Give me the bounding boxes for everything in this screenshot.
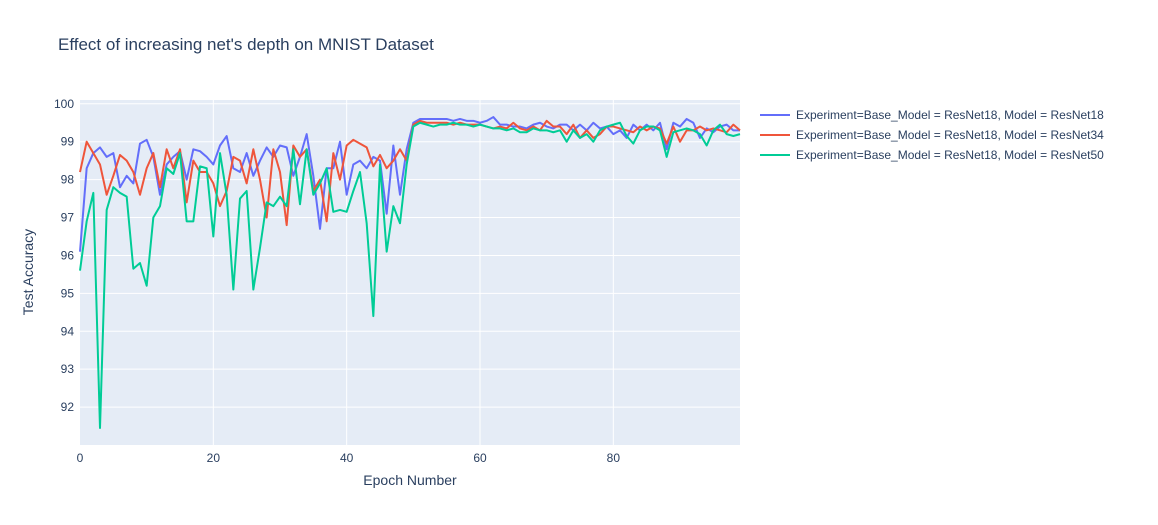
plot-area [80,100,740,445]
y-tick-label: 94 [61,324,75,338]
x-tick-label: 60 [473,451,487,465]
y-tick-label: 100 [54,97,74,111]
legend-entry: Experiment=Base_Model = ResNet18, Model … [796,148,1104,162]
x-axis-label: Epoch Number [363,472,457,488]
legend-entry: Experiment=Base_Model = ResNet18, Model … [796,108,1104,122]
series-lines [79,116,741,429]
legend: Experiment=Base_Model = ResNet18, Model … [760,108,1104,162]
y-tick-label: 99 [61,135,75,149]
x-tick-label: 20 [207,451,221,465]
y-tick-label: 93 [61,362,75,376]
y-tick-label: 96 [61,248,75,262]
y-tick-label: 95 [61,286,75,300]
y-tick-label: 97 [61,211,75,225]
x-tick-label: 0 [77,451,84,465]
y-axis-ticks: 92 93 94 95 96 97 98 99 100 [54,97,74,414]
legend-entry: Experiment=Base_Model = ResNet18, Model … [796,128,1104,142]
chart-title: Effect of increasing net's depth on MNIS… [58,35,434,54]
x-axis-ticks: 0 20 40 60 80 [77,451,621,465]
x-tick-label: 80 [607,451,621,465]
series-line-2 [79,121,741,429]
grid-lines [80,100,740,445]
y-tick-label: 98 [61,173,75,187]
y-tick-label: 92 [61,400,75,414]
x-tick-label: 40 [340,451,354,465]
y-axis-label: Test Accuracy [20,229,36,315]
